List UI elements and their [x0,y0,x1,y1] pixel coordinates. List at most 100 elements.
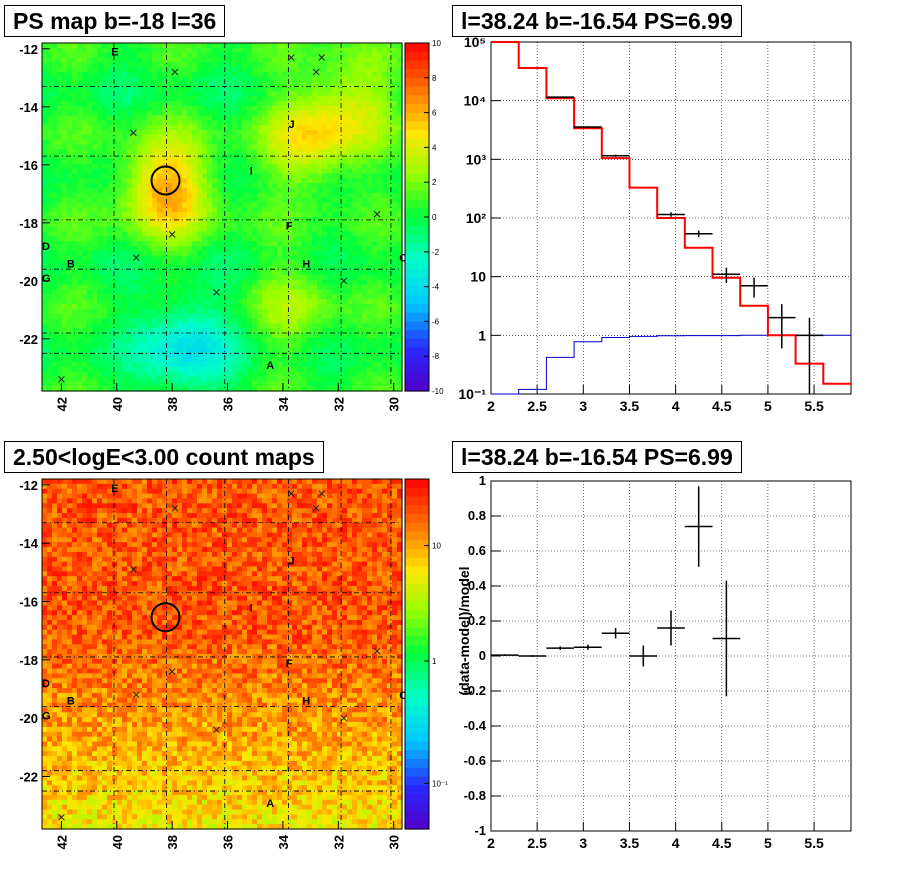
map-cell [172,386,178,392]
map-cell [72,386,78,392]
map-cell [197,226,203,233]
map-cell [377,236,383,242]
map-cell [282,221,288,228]
map-cell [377,62,383,68]
map-cell [127,231,133,237]
map-cell [297,357,303,363]
map-cell [132,96,138,102]
map-cell [327,212,333,218]
map-cell [282,188,288,194]
map-cell [207,304,213,310]
map-cell [367,91,373,97]
map-cell [292,294,298,300]
map-cell [122,260,128,266]
map-cell [102,246,108,252]
map-cell [177,149,183,155]
map-cell [362,304,368,310]
map-cell [197,91,203,97]
map-cell [42,91,48,97]
map-cell [227,318,233,324]
map-cell [227,308,233,315]
map-cell [237,125,243,131]
map-cell [137,260,143,266]
map-cell [382,352,388,358]
map-cell [362,241,368,247]
map-cell [122,159,128,165]
map-cell [132,313,138,320]
map-cell [332,163,338,170]
map-cell [147,275,153,281]
map-cell [267,250,273,257]
map-cell [142,226,148,233]
map-cell [292,386,298,392]
map-cell [222,81,228,88]
map-cell [227,246,233,252]
map-cell [67,255,73,262]
map-cell [137,57,143,63]
map-cell [187,366,193,373]
map-cell [102,67,108,73]
map-cell [342,105,348,112]
map-cell [67,366,73,373]
map-cell [62,279,68,286]
map-cell [287,265,293,271]
map-cell [327,357,333,363]
map-cell [372,125,378,131]
map-cell [92,284,98,291]
map-cell [167,279,173,286]
map-cell [247,347,253,353]
map-cell [137,376,143,382]
map-cell [302,154,308,160]
map-cell [112,275,118,281]
map-cell [382,130,388,136]
map-cell [162,183,168,189]
map-cell [307,352,313,358]
map-cell [362,255,368,262]
map-cell [322,260,328,266]
map-cell [117,115,123,121]
map-cell [212,236,218,242]
map-cell [382,260,388,266]
map-cell [207,81,213,88]
map-cell [237,52,243,59]
map-cell [222,207,228,213]
map-cell [47,149,53,155]
map-cell [307,62,313,68]
map-cell [362,178,368,184]
map-cell [382,221,388,228]
map-cell [297,52,303,59]
map-cell [257,202,263,208]
map-cell [302,81,308,88]
map-cell [42,115,48,121]
map-cell [232,91,238,97]
map-cell [237,91,243,97]
map-cell [347,226,353,233]
map-cell [242,284,248,291]
map-cell [337,62,343,68]
map-cell [212,173,218,179]
map-cell [252,241,258,247]
map-cell [287,246,293,252]
map-cell [357,67,363,73]
map-cell [362,86,368,92]
map-cell [57,337,63,344]
map-cell [307,202,313,208]
map-cell [72,299,78,305]
map-cell [327,260,333,266]
map-cell [302,318,308,324]
map-cell [332,255,338,262]
map-cell [222,304,228,310]
map-cell [207,96,213,102]
map-cell [47,62,53,68]
map-cell [217,289,223,295]
map-cell [137,381,143,387]
map-cell [307,386,313,392]
map-cell [272,72,278,78]
map-cell [377,144,383,150]
map-cell [342,52,348,59]
map-cell [292,188,298,194]
map-cell [192,376,198,382]
map-cell [267,362,273,368]
map-cell [142,308,148,315]
map-cell [217,226,223,233]
